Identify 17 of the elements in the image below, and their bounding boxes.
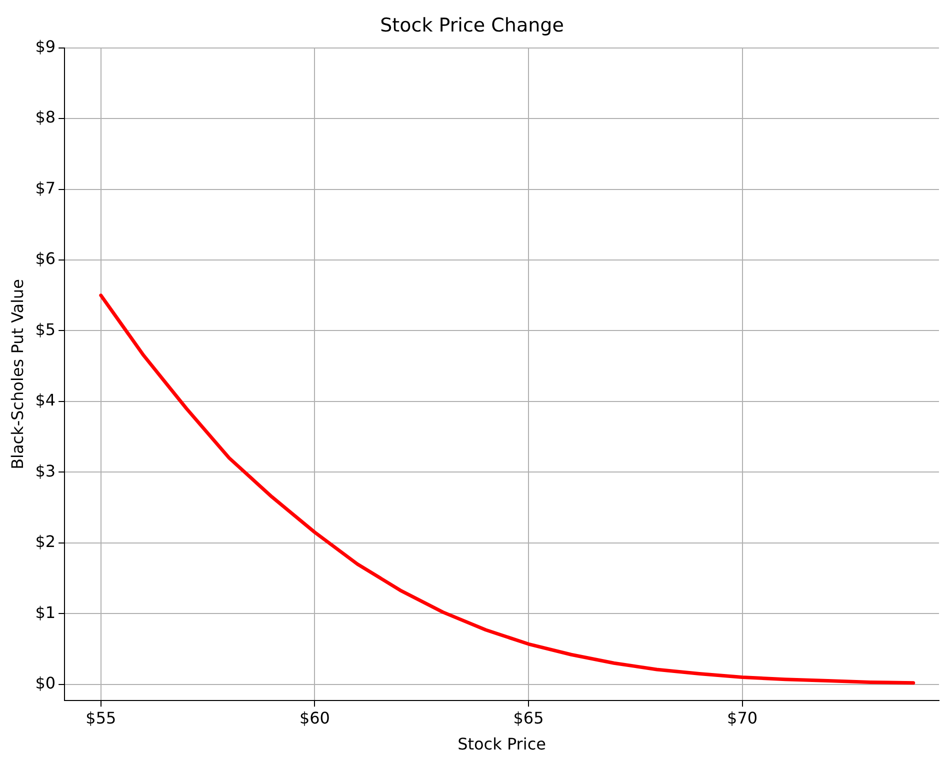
y-tick-label: $8: [35, 108, 56, 127]
y-tick-label: $1: [35, 602, 56, 622]
x-tick-label: $70: [727, 708, 758, 728]
y-tick-label: $4: [35, 390, 56, 410]
y-tick-label: $7: [35, 178, 56, 198]
chart-title: Stock Price Change: [380, 14, 564, 36]
y-tick-label: $2: [35, 532, 56, 552]
y-tick-label: $6: [35, 249, 56, 268]
x-tick-label: $60: [299, 708, 330, 728]
y-axis-title: Black-Scholes Put Value: [8, 278, 27, 470]
y-tick-label: $9: [35, 36, 56, 56]
x-tick-label: $55: [86, 708, 116, 728]
x-tick-label: $65: [513, 708, 544, 728]
y-tick-label: $0: [35, 673, 56, 692]
y-tick-label: $5: [35, 320, 56, 339]
y-tick-label: $3: [35, 461, 56, 480]
x-axis-title: Stock Price: [458, 734, 546, 754]
